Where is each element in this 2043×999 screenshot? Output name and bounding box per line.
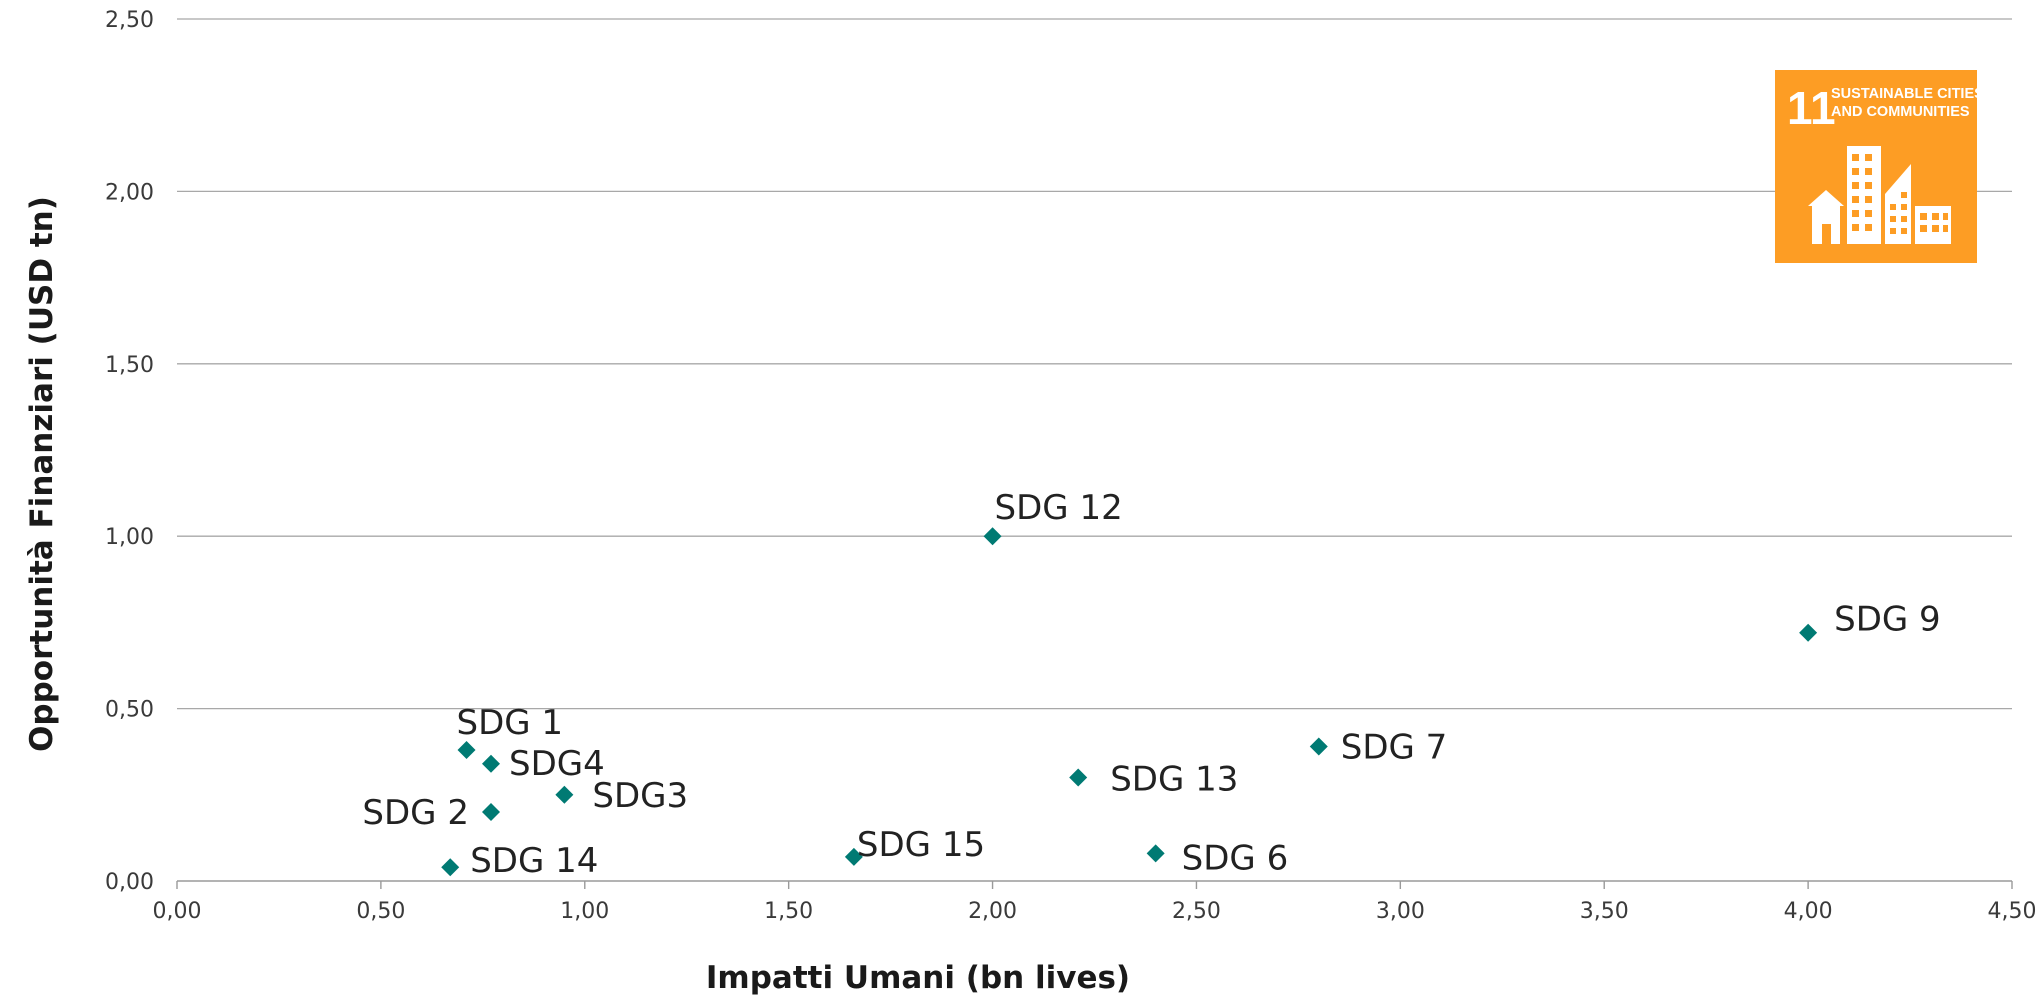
x-tick-labels: 0,00 0,50 1,00 1,50 2,00 2,50 3,00 3,50 4,00 4,50 — [153, 899, 2037, 924]
data-point-marker — [1069, 768, 1088, 787]
x-tick-label: 3,50 — [1580, 899, 1629, 924]
point-label: SDG 15 — [857, 825, 985, 865]
x-tick-label: 3,00 — [1376, 899, 1425, 924]
y-tick-labels: 0,00 0,50 1,00 1,50 2,00 2,50 — [105, 8, 154, 895]
x-tick-label: 4,00 — [1784, 899, 1833, 924]
point-label: SDG 9 — [1834, 600, 1941, 640]
logo-line1: SUSTAINABLE CITIES — [1831, 86, 1984, 102]
x-tick-label: 0,00 — [153, 899, 202, 924]
data-point-marker — [481, 754, 500, 773]
point-label: SDG 14 — [470, 841, 598, 881]
data-point-marker — [844, 847, 863, 866]
y-tick-label: 1,00 — [105, 525, 154, 550]
y-tick-label: 2,00 — [105, 180, 154, 205]
x-tick-label: 2,50 — [1172, 899, 1221, 924]
data-point-marker — [441, 858, 460, 877]
point-label: SDG 2 — [362, 793, 469, 833]
point-label: SDG3 — [592, 776, 688, 816]
x-tick-label: 1,00 — [560, 899, 609, 924]
point-label: SDG 12 — [995, 488, 1123, 528]
data-point-marker — [555, 785, 574, 804]
data-point-marker — [1799, 623, 1818, 642]
y-axis-title: Opportunità Finanziari (USD tn) — [24, 196, 60, 752]
logo-line2: AND COMMUNITIES — [1831, 104, 1970, 120]
x-tick-label: 0,50 — [356, 899, 405, 924]
y-tick-label: 0,50 — [105, 698, 154, 723]
logo-number: 11 — [1787, 82, 1836, 134]
y-tick-label: 0,00 — [105, 870, 154, 895]
data-point-marker — [457, 740, 476, 759]
y-tick-label: 2,50 — [105, 8, 154, 33]
data-point-marker — [1309, 737, 1328, 756]
sdg11-logo: 11 SUSTAINABLE CITIES AND COMMUNITIES — [1775, 70, 1984, 263]
y-tick-label: 1,50 — [105, 353, 154, 378]
gridlines — [176, 18, 2013, 889]
x-tick-label: 1,50 — [764, 899, 813, 924]
point-label: SDG 7 — [1341, 728, 1448, 768]
x-tick-label: 4,50 — [1988, 899, 2037, 924]
data-points — [441, 527, 1818, 877]
x-tick-label: 2,00 — [968, 899, 1017, 924]
point-label: SDG 6 — [1182, 838, 1289, 878]
data-point-marker — [1146, 844, 1165, 863]
city-buildings-icon — [1808, 146, 1951, 244]
data-point-marker — [983, 527, 1002, 546]
point-label: SDG4 — [509, 744, 605, 784]
x-axis-title: Impatti Umani (bn lives) — [706, 960, 1130, 996]
point-label: SDG 13 — [1110, 760, 1238, 800]
point-label: SDG 1 — [457, 703, 564, 743]
data-point-marker — [481, 803, 500, 822]
